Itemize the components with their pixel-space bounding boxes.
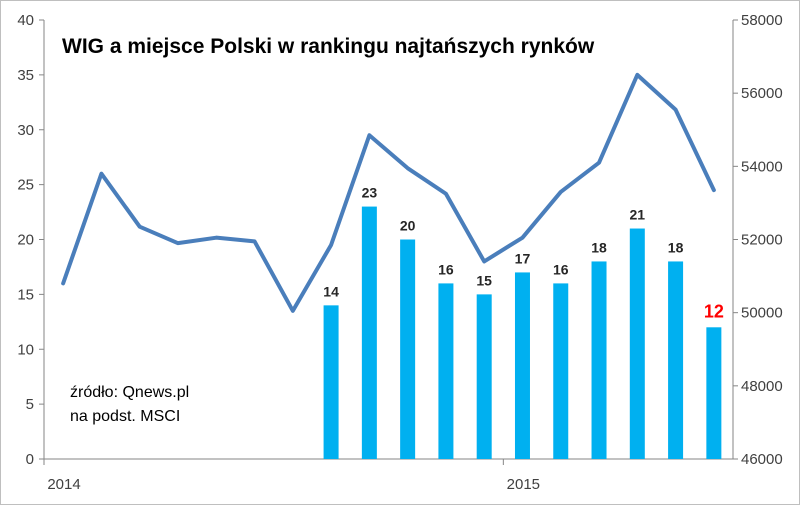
wig-point — [675, 109, 677, 111]
left-tick-label: 35 — [17, 67, 34, 84]
wig-line-path — [61, 72, 716, 313]
bar-data-label: 16 — [553, 261, 569, 277]
bar-data-label: 18 — [591, 239, 607, 255]
bar — [476, 294, 492, 459]
left-tick-label: 20 — [17, 232, 34, 249]
bar-labels: 14 23 20 16 15 17 16 18 21 18 12 — [323, 185, 724, 322]
wig-point — [330, 244, 332, 246]
right-tick-label: 56000 — [741, 85, 783, 102]
bar-data-label: 12 — [704, 301, 724, 321]
axes: 0 5 10 15 20 25 30 35 40 46000 48000 50000 52000 5400… — [17, 12, 782, 493]
bar — [553, 283, 569, 459]
wig-point — [215, 237, 217, 239]
wig-point — [445, 193, 447, 195]
wig-point — [100, 173, 102, 175]
bar-data-label: 16 — [438, 261, 454, 277]
wig-point — [713, 189, 715, 191]
wig-point — [292, 310, 294, 312]
bar — [591, 261, 607, 459]
wig-point — [598, 162, 600, 164]
wig-point — [254, 240, 256, 242]
wig-line — [61, 72, 716, 313]
right-tick-label: 54000 — [741, 158, 783, 175]
wig-point — [636, 74, 638, 76]
bar — [629, 228, 645, 459]
wig-point — [62, 282, 64, 284]
right-tick-label: 52000 — [741, 232, 783, 249]
source-line-2: na podst. MSCI — [70, 408, 180, 425]
wig-point — [177, 242, 179, 244]
wig-point — [139, 226, 141, 228]
wig-point — [483, 260, 485, 262]
bar — [514, 272, 530, 459]
wig-point — [368, 134, 370, 136]
bar — [361, 206, 377, 459]
right-tick-label: 50000 — [741, 305, 783, 322]
bar-data-label: 21 — [630, 207, 646, 223]
left-tick-label: 25 — [17, 177, 34, 194]
wig-point — [521, 237, 523, 239]
left-tick-label: 30 — [17, 122, 34, 139]
bar-data-label: 15 — [476, 272, 492, 288]
left-tick-label: 0 — [26, 451, 34, 468]
right-tick-label: 58000 — [741, 12, 783, 29]
bar-data-label: 14 — [323, 283, 339, 299]
wig-point — [407, 167, 409, 169]
bar — [400, 239, 416, 459]
bar-data-label: 20 — [400, 218, 416, 234]
bar-data-label: 23 — [362, 185, 378, 201]
source-line-1: źródło: Qnews.pl — [70, 384, 189, 401]
chart-title: WIG a miejsce Polski w rankingu najtańsz… — [62, 35, 595, 58]
bar — [668, 261, 684, 459]
bar — [706, 327, 722, 459]
bar — [323, 305, 339, 459]
right-tick-label: 46000 — [741, 451, 783, 468]
right-tick-label: 48000 — [741, 378, 783, 395]
left-tick-label: 40 — [17, 12, 34, 29]
wig-point — [560, 191, 562, 193]
bars — [323, 206, 722, 459]
x-tick-label: 2014 — [47, 476, 80, 493]
left-tick-label: 15 — [17, 286, 34, 303]
x-tick-label: 2015 — [507, 476, 540, 493]
bar-data-label: 18 — [668, 239, 684, 255]
bar-data-label: 17 — [515, 250, 531, 266]
left-tick-label: 5 — [26, 396, 34, 413]
bar — [438, 283, 454, 459]
left-tick-label: 10 — [17, 341, 34, 358]
